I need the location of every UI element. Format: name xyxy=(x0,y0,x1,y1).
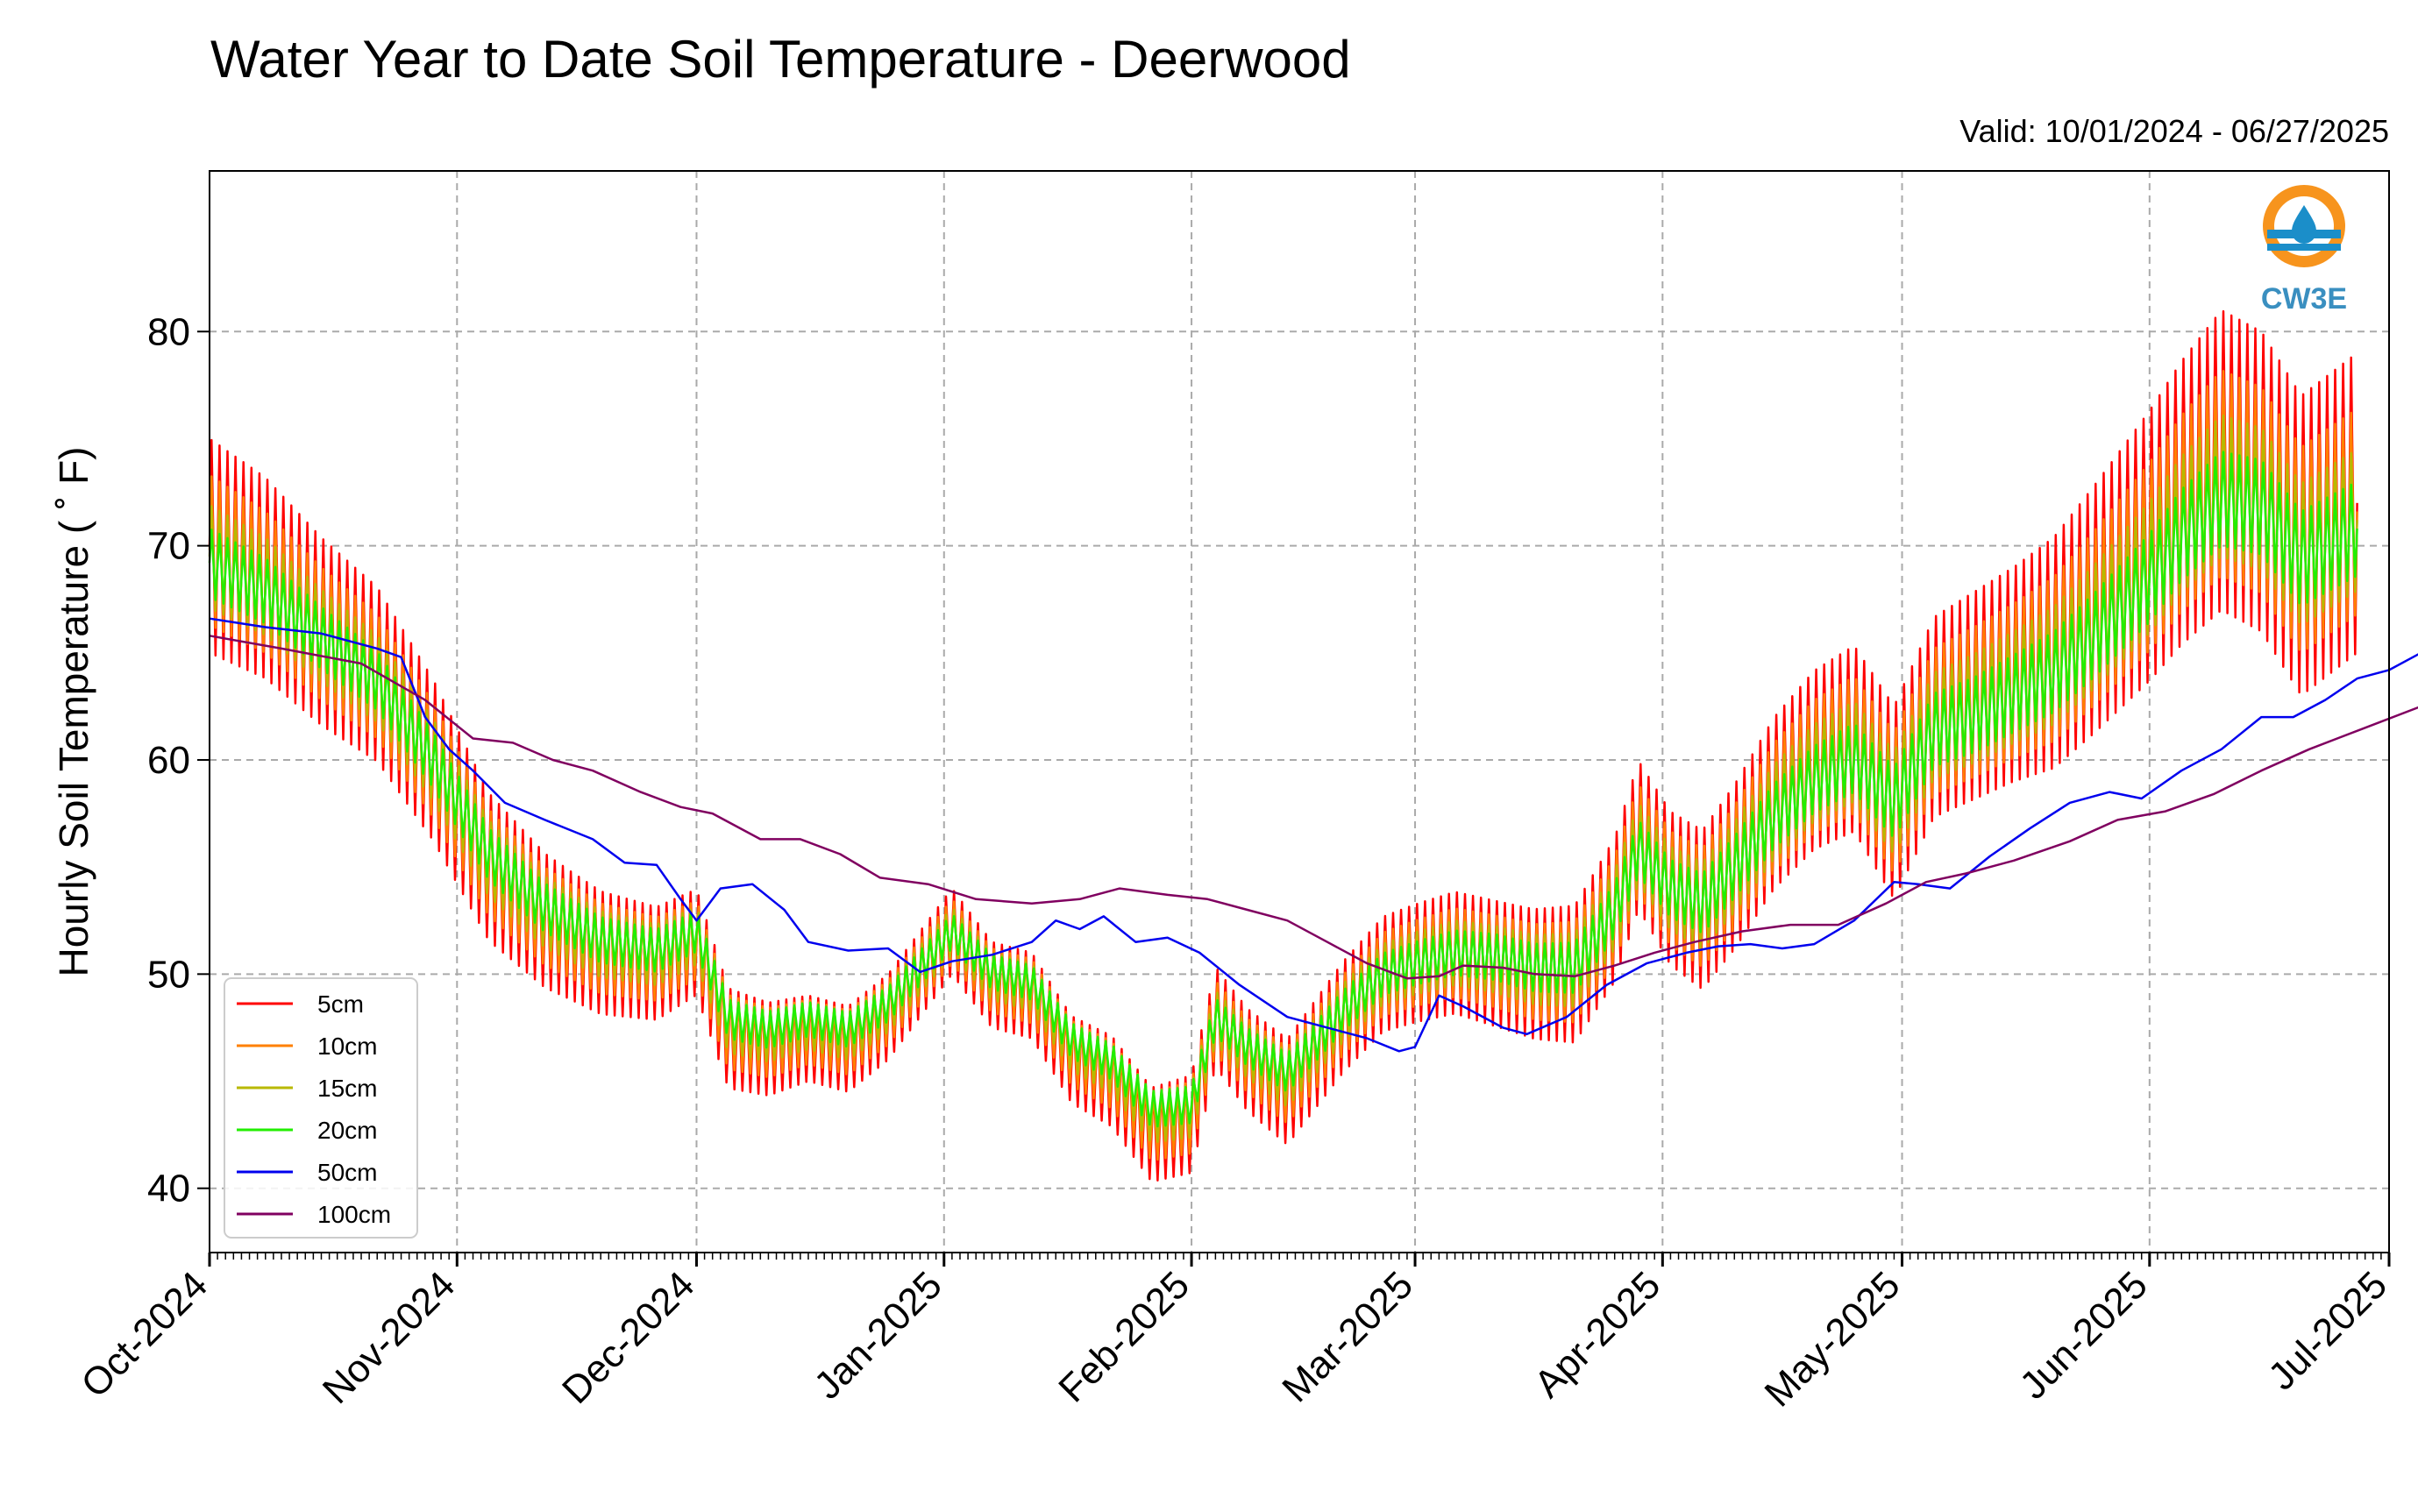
y-tick-label: 50 xyxy=(147,953,190,996)
logo-text: CW3E xyxy=(2261,282,2347,316)
cw3e-logo: CW3E xyxy=(2261,185,2347,316)
legend-label: 5cm xyxy=(317,990,364,1018)
y-axis-label: Hourly Soil Temperature ( ˚ F) xyxy=(51,447,96,977)
y-tick-label: 60 xyxy=(147,739,190,782)
legend-label: 100cm xyxy=(317,1201,391,1228)
series-line-50cm xyxy=(209,617,2418,1053)
plot-frame xyxy=(209,170,2390,1253)
legend-label: 10cm xyxy=(317,1033,377,1060)
legend-label: 15cm xyxy=(317,1075,377,1102)
legend-label: 50cm xyxy=(317,1159,377,1186)
logo-drop-icon xyxy=(2292,205,2316,244)
legend: 5cm 10cm 15cm 20cm 50cm 100cm xyxy=(224,977,418,1239)
grid xyxy=(210,171,2389,1253)
chart-title: Water Year to Date Soil Temperature - De… xyxy=(210,30,1351,89)
series-line-100cm xyxy=(209,635,2418,980)
y-tick-label: 70 xyxy=(147,525,190,568)
series-group xyxy=(208,309,2418,1182)
legend-label: 20cm xyxy=(317,1117,377,1144)
logo-wave-icon xyxy=(2267,244,2341,251)
chart-subtitle: Valid: 10/01/2024 - 06/27/2025 xyxy=(1959,113,2389,149)
y-tick-label: 80 xyxy=(147,310,190,353)
series-line-20cm xyxy=(208,451,2358,1128)
y-tick-label: 40 xyxy=(147,1168,190,1210)
